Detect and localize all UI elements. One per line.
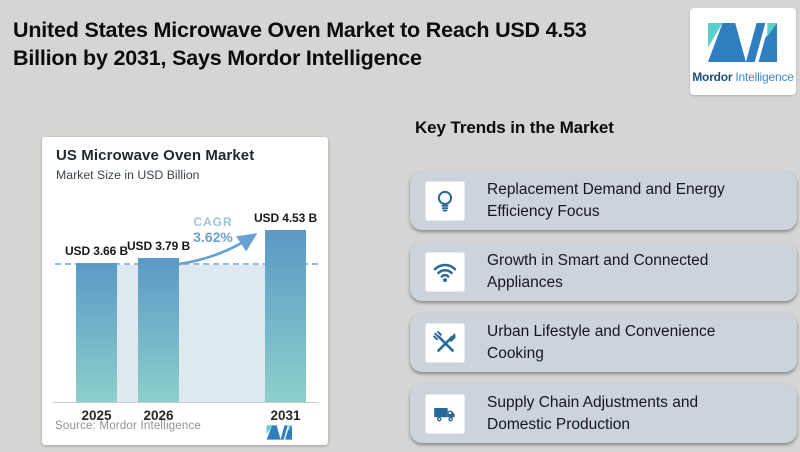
x-axis-label: 2031 (270, 408, 301, 423)
wifi-icon (433, 263, 457, 282)
mini-logo-icon (266, 425, 293, 445)
trend-icon-box (425, 322, 465, 363)
trend-text: Urban Lifestyle and Convenience Cooking (487, 323, 716, 362)
trends-heading: Key Trends in the Market (415, 118, 614, 137)
page-title: United States Microwave Oven Market to R… (13, 16, 678, 72)
truck-icon (434, 407, 455, 421)
bar-plot: CAGR 3.62% USD 3.66 B 2025 USD 3.79 B 2026 U… (42, 137, 328, 445)
bar-value-label: USD 3.79 B (126, 239, 191, 253)
chart-title: US Microwave Oven Market (56, 147, 255, 164)
brand-name: Mordor Intelligence (692, 69, 794, 84)
cagr-label: CAGR (193, 215, 233, 229)
utensils-icon (433, 330, 456, 352)
x-axis-label: 2026 (143, 408, 174, 423)
chart-card: CAGR 3.62% USD 3.66 B 2025 USD 3.79 B 2026 U… (42, 137, 328, 445)
cagr-value: 3.62% (193, 229, 233, 245)
trend-card: Urban Lifestyle and Convenience Cooking (410, 313, 797, 372)
logo-card: Mordor Intelligence (690, 8, 796, 95)
trend-text: Supply Chain Adjustments and Domestic Pr… (487, 394, 699, 433)
trend-list: Replacement Demand and Energy Efficiency… (410, 171, 797, 452)
trend-card: Replacement Demand and Energy Efficiency… (410, 171, 797, 230)
trend-card: Growth in Smart and Connected Appliances (410, 242, 797, 301)
bar-value-label: USD 4.53 B (253, 211, 318, 225)
mordor-logo-icon (708, 20, 778, 63)
x-axis-label: 2025 (81, 408, 112, 423)
bar-2031 (265, 230, 306, 402)
chart-subtitle: Market Size in USD Billion (56, 168, 200, 182)
x-axis-line (53, 402, 319, 403)
bar-value-label: USD 3.66 B (64, 244, 129, 258)
trend-text: Growth in Smart and Connected Appliances (487, 252, 709, 291)
trend-card: Supply Chain Adjustments and Domestic Pr… (410, 384, 797, 443)
bar-2026 (138, 258, 179, 402)
lightbulb-icon (437, 190, 453, 211)
trend-icon-box (425, 393, 465, 434)
page-title-line2: Billion by 2031, Says Mordor Intelligenc… (13, 46, 422, 70)
source-note: Source: Mordor Intelligence (55, 420, 202, 432)
trend-icon-box (425, 180, 465, 221)
brand-name-secondary: Intelligence (735, 69, 794, 84)
trend-icon-box (425, 251, 465, 292)
brand-name-primary: Mordor (692, 69, 733, 84)
trend-text: Replacement Demand and Energy Efficiency… (487, 181, 725, 220)
bar-2025 (76, 263, 117, 402)
page-title-line1: United States Microwave Oven Market to R… (13, 18, 587, 42)
